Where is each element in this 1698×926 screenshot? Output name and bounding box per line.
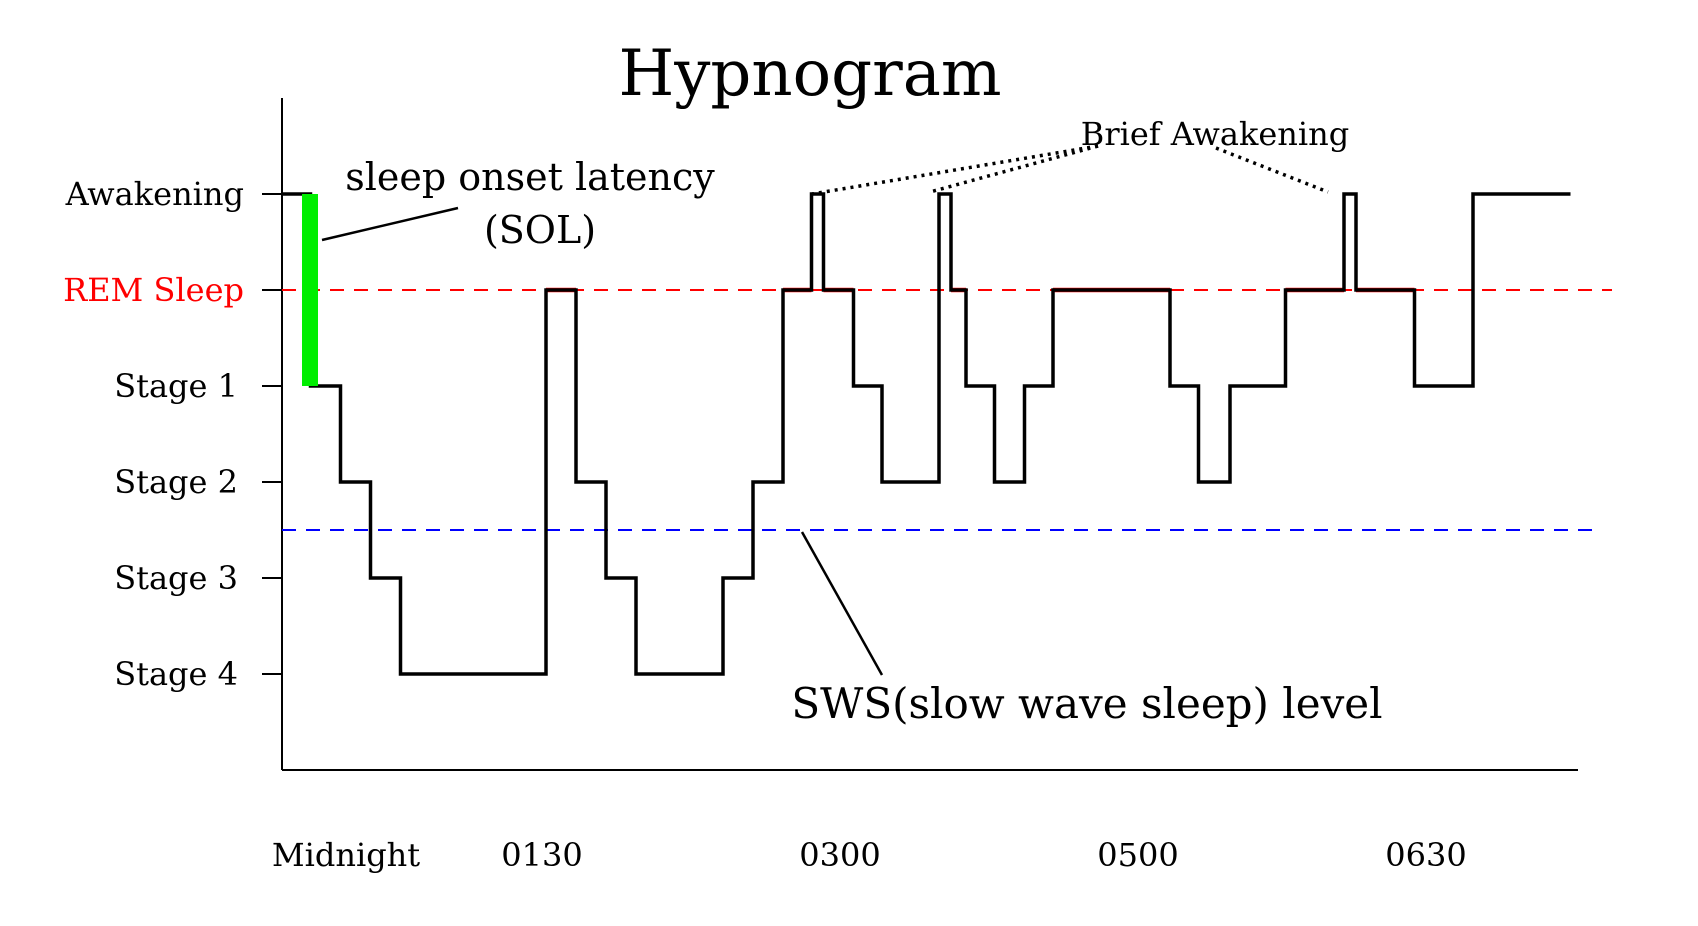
y-tick-label-5: Stage 4 — [114, 655, 238, 693]
sol-label: sleep onset latency — [345, 155, 715, 199]
x-tick-label-2: 0300 — [799, 836, 880, 874]
brief-awakening-label: Brief Awakening — [1081, 115, 1349, 153]
sol-label-abbrev: (SOL) — [484, 208, 596, 252]
y-tick-label-0: Awakening — [65, 175, 244, 213]
sol-bar — [302, 194, 318, 386]
hypnogram-series-line — [282, 192, 1571, 676]
y-tick-label-3: Stage 2 — [114, 463, 238, 501]
x-axis-tick-labels: Midnight 0130 0300 0500 0630 — [272, 836, 1467, 874]
chart-title: Hypnogram — [618, 37, 1001, 111]
brief-awakening-pointer-1 — [811, 144, 1099, 196]
y-tick-label-2: Stage 1 — [114, 367, 238, 405]
sws-label: SWS(slow wave sleep) level — [791, 679, 1382, 728]
x-tick-label-4: 0630 — [1385, 836, 1466, 874]
y-tick-label-4: Stage 3 — [114, 559, 238, 597]
y-axis-ticks: Awakening REM Sleep Stage 1 Stage 2 Stage 3 S… — [63, 175, 282, 693]
brief-awakening-pointer-3 — [1215, 146, 1329, 194]
x-tick-label-0: Midnight — [272, 836, 420, 874]
y-tick-label-1: REM Sleep — [63, 271, 244, 309]
brief-awakening-pointer-2 — [929, 144, 1099, 194]
x-tick-label-3: 0500 — [1097, 836, 1178, 874]
x-tick-label-1: 0130 — [501, 836, 582, 874]
sol-pointer — [321, 206, 459, 242]
sws-pointer — [800, 531, 884, 676]
